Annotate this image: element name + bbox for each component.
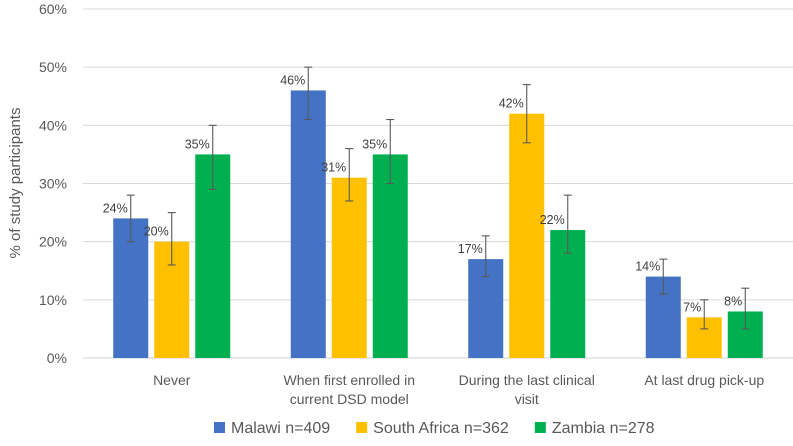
error-bar [167, 212, 176, 266]
data-label: 24% [103, 201, 128, 215]
data-label: 22% [540, 213, 565, 227]
error-bars [126, 66, 750, 330]
y-tick-label: 30% [39, 176, 67, 192]
error-bar [700, 299, 709, 330]
error-bar [304, 66, 313, 121]
x-category-label: Never [153, 372, 191, 388]
error-bar [522, 84, 531, 144]
error-bar [386, 118, 395, 185]
data-label: 8% [724, 294, 742, 308]
error-bar [741, 287, 750, 330]
y-axis-title: % of study participants [7, 108, 24, 259]
data-label: 42% [499, 97, 524, 111]
data-label: 17% [458, 242, 483, 256]
y-tick-label: 50% [39, 59, 67, 75]
bar [372, 154, 408, 358]
error-bar [208, 124, 217, 190]
data-label: 35% [362, 137, 387, 151]
legend: Malawi n=409 South Africa n=362 Zambia n=2… [214, 420, 655, 437]
legend-item: South Africa n=362 [356, 420, 509, 437]
y-tick-label: 60% [39, 1, 67, 17]
data-label: 46% [280, 73, 305, 87]
x-category-label: When first enrolled in current DSD model [283, 372, 415, 407]
error-bar [563, 194, 572, 254]
data-label: 31% [321, 161, 346, 175]
bars [113, 90, 763, 358]
legend-swatch [534, 422, 546, 433]
data-label: 14% [635, 260, 660, 274]
legend-item: Malawi n=409 [214, 420, 330, 437]
legend-swatch [214, 422, 225, 433]
y-axis-ticks: 0% 10% 20% 30% 40% 50% 60% [39, 1, 67, 366]
legend-label: Zambia n=278 [552, 420, 655, 437]
x-axis-categories: Never When first enrolled in current DSD m… [153, 372, 764, 407]
bar [331, 177, 367, 358]
legend-label: South Africa n=362 [373, 420, 509, 437]
x-category-label: During the last clinical visit [459, 372, 595, 407]
legend-label: Malawi n=409 [231, 420, 330, 437]
error-bar [345, 148, 354, 202]
y-tick-label: 20% [39, 234, 67, 250]
bar [509, 113, 545, 358]
bar [290, 90, 326, 358]
legend-item: Zambia n=278 [534, 420, 655, 437]
error-bar [481, 235, 490, 278]
y-tick-label: 0% [47, 350, 67, 366]
y-tick-label: 10% [39, 292, 67, 308]
data-label: 20% [144, 225, 169, 239]
error-bar [126, 194, 135, 243]
data-labels: 24% 20% 35% 46% 31% 35% 17% 42% 22% 14% 7% 8% [103, 73, 743, 314]
x-category-label: At last drug pick-up [644, 372, 764, 388]
data-label: 35% [185, 137, 210, 151]
legend-swatch [356, 422, 368, 433]
data-label: 7% [683, 300, 701, 314]
error-bar [659, 258, 668, 295]
y-tick-label: 40% [39, 117, 67, 133]
